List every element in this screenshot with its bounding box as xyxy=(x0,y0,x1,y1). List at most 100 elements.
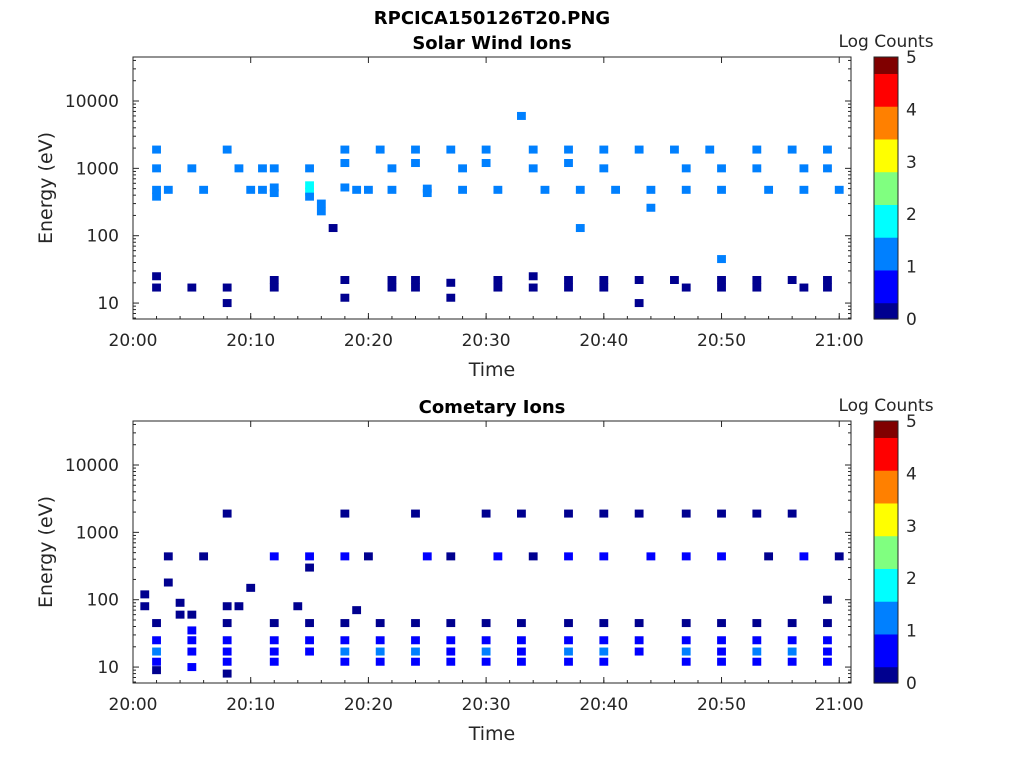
colorbar-segment xyxy=(874,496,898,501)
colorbar-segment xyxy=(874,574,898,579)
colorbar-segment xyxy=(874,269,898,274)
heatmap-cell xyxy=(823,636,832,645)
colorbar-segment xyxy=(874,89,898,94)
colorbar-segment xyxy=(874,148,898,153)
heatmap-cell xyxy=(187,610,197,619)
heatmap-cell xyxy=(422,552,432,561)
colorbar-frame xyxy=(873,420,899,684)
colorbar-segment xyxy=(874,315,898,320)
heatmap-cell xyxy=(387,276,397,285)
colorbar-segment xyxy=(874,60,898,65)
heatmap-cell xyxy=(787,145,797,154)
colorbar-segment xyxy=(874,109,898,114)
colorbar-segment xyxy=(874,184,898,189)
colorbar-segment xyxy=(874,279,898,284)
x-axis-label: Time xyxy=(468,359,516,381)
heatmap-cell xyxy=(787,619,797,628)
heatmap-cell xyxy=(823,145,832,154)
plot-frame xyxy=(132,56,852,320)
heatmap-cell xyxy=(481,636,491,645)
x-ticks: 20:00 20:10 20:20 20:30 20:40 20:50 21:00 xyxy=(109,57,864,351)
heatmap-cell xyxy=(352,606,362,615)
heatmap-cell xyxy=(752,283,762,292)
heatmap-cell xyxy=(340,293,350,302)
heatmap-cell xyxy=(481,159,491,168)
heatmap-cell xyxy=(681,619,691,628)
colorbar-segment xyxy=(874,79,898,84)
colorbar-segment xyxy=(874,470,898,474)
heatmap-cell xyxy=(269,552,279,561)
x-tick-label: 21:00 xyxy=(815,695,864,715)
colorbar-segment xyxy=(874,519,898,524)
heatmap-cell xyxy=(481,657,491,666)
heatmap-cell xyxy=(305,552,314,561)
heatmap-cell xyxy=(152,145,161,154)
heatmap-cell xyxy=(575,185,585,194)
colorbar-segment xyxy=(874,643,898,648)
y-tick-label: 100 xyxy=(87,227,119,247)
colorbar-segment xyxy=(874,673,898,678)
heatmap-cell xyxy=(611,185,621,194)
heatmap-cells xyxy=(140,509,844,678)
heatmap-cell xyxy=(599,619,609,628)
heatmap-cell xyxy=(528,164,538,173)
heatmap-cell xyxy=(599,657,609,666)
colorbar-segment xyxy=(874,201,898,205)
colorbar-segment xyxy=(874,276,898,281)
heatmap-cell xyxy=(152,185,161,194)
colorbar-segment xyxy=(874,138,898,143)
colorbar-segment xyxy=(874,637,898,642)
colorbar-segment xyxy=(874,220,898,225)
heatmap-cell xyxy=(717,552,726,561)
panel-solar-wind-ions: Solar Wind Ions 20:00 20:10 20:20 20:30 20:4… xyxy=(35,32,934,381)
colorbar-segment xyxy=(874,502,898,507)
heatmap-cell xyxy=(140,602,150,611)
colorbar-segment xyxy=(874,594,898,599)
colorbar-segment xyxy=(874,115,898,120)
colorbar-segment xyxy=(874,168,898,173)
colorbar-segment xyxy=(874,227,898,232)
heatmap-cell xyxy=(187,626,197,635)
colorbar-segment xyxy=(874,207,898,212)
heatmap-cells xyxy=(152,111,844,308)
heatmap-cell xyxy=(258,185,267,194)
colorbar-segment xyxy=(874,237,898,241)
x-ticks: 20:00 20:10 20:20 20:30 20:40 20:50 21:00 xyxy=(109,421,864,715)
heatmap-cell xyxy=(717,636,726,645)
x-tick-label: 20:00 xyxy=(109,331,158,351)
heatmap-cell xyxy=(446,619,456,628)
colorbar-segment xyxy=(874,256,898,261)
heatmap-cell xyxy=(340,619,350,628)
heatmap-cell xyxy=(163,578,173,587)
colorbar-segment xyxy=(874,93,898,97)
y-ticks: 10 100 1000 10000 xyxy=(65,59,851,319)
y-tick-label: 10000 xyxy=(65,92,119,112)
heatmap-cell xyxy=(834,185,844,194)
y-tick-label: 1000 xyxy=(76,159,119,179)
heatmap-cell xyxy=(246,583,256,592)
heatmap-cell xyxy=(681,164,691,173)
colorbar-segment xyxy=(874,646,898,651)
heatmap-cell xyxy=(823,647,832,656)
heatmap-cell xyxy=(481,619,491,628)
heatmap-cell xyxy=(599,552,609,561)
colorbar-segment xyxy=(874,273,898,278)
colorbar-segment xyxy=(874,601,898,605)
colorbar-segment xyxy=(874,188,898,192)
heatmap-cell xyxy=(222,657,232,666)
heatmap-cell xyxy=(222,145,232,154)
heatmap-cell xyxy=(646,552,656,561)
heatmap-cell xyxy=(222,299,232,308)
colorbar-segment xyxy=(874,171,898,176)
heatmap-cell xyxy=(834,552,844,561)
colorbar-segment xyxy=(874,210,898,215)
x-tick-label: 20:10 xyxy=(226,331,275,351)
colorbar-segment xyxy=(874,296,898,300)
heatmap-cell xyxy=(163,552,173,561)
heatmap-cell xyxy=(764,185,774,194)
heatmap-cell xyxy=(411,619,420,628)
heatmap-cell xyxy=(411,657,420,666)
heatmap-cell xyxy=(258,164,267,173)
heatmap-cell xyxy=(305,164,314,173)
colorbar-segment xyxy=(874,243,898,248)
